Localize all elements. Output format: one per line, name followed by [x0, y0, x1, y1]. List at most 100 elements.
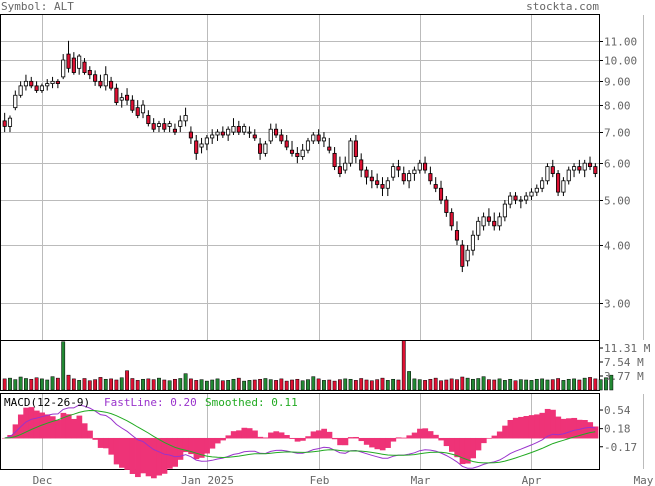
volume-bar	[609, 374, 614, 391]
macd-histogram-bar	[331, 437, 338, 440]
candle-body	[582, 162, 587, 171]
macd-histogram-bar	[534, 414, 540, 439]
macd-histogram-bar	[119, 437, 125, 468]
volume-tick-label: 11.31 M	[604, 342, 651, 355]
candle-body	[481, 216, 486, 227]
macd-histogram-bar	[230, 431, 237, 439]
volume-bar	[162, 379, 167, 391]
volume-bar	[109, 378, 113, 391]
volume-bar	[566, 378, 571, 391]
macd-histogram-bar	[246, 428, 253, 439]
macd-histogram-bar	[81, 423, 88, 439]
candle-body	[524, 195, 529, 201]
macd-histogram-bar	[491, 435, 498, 439]
volume-bar	[460, 376, 465, 391]
macd-histogram-bar	[582, 419, 588, 439]
volume-bar	[66, 374, 71, 391]
price-tick-label: 3.00	[604, 298, 631, 311]
candle-body	[343, 162, 348, 171]
volume-bar	[348, 378, 353, 391]
macd-histogram-bar	[438, 437, 445, 441]
candle-body	[226, 128, 231, 136]
volume-bar	[194, 380, 199, 391]
candle-body	[77, 55, 82, 69]
candle-body	[34, 85, 39, 91]
macd-histogram-bar	[71, 418, 77, 439]
candle-body	[391, 166, 396, 178]
volume-bar	[103, 378, 108, 391]
candle-body	[178, 120, 183, 127]
candle-body	[199, 143, 204, 148]
volume-bar	[380, 377, 385, 391]
candle-body	[305, 140, 311, 151]
candle-body	[513, 195, 518, 201]
candle-body	[119, 97, 124, 101]
volume-bar	[125, 370, 129, 391]
candle-body	[407, 173, 412, 182]
candle-body	[545, 166, 550, 182]
volume-bar	[471, 378, 475, 391]
candle-body	[486, 216, 491, 222]
volume-tick-label: 3.77 M	[604, 370, 644, 383]
macd-histogram-bar	[214, 437, 221, 444]
candle-body	[29, 80, 34, 87]
macd-histogram-bar	[518, 416, 524, 439]
month-label: Apr	[522, 474, 542, 486]
macd-histogram-bar	[182, 437, 189, 453]
volume-bar	[598, 379, 603, 391]
macd-histogram-bar	[140, 437, 147, 474]
macd-histogram-bar	[358, 437, 365, 442]
candle-body	[194, 140, 199, 154]
candle-body	[114, 87, 119, 104]
macd-histogram-bar	[33, 410, 40, 439]
volume-bar	[540, 378, 545, 391]
candle-body	[423, 162, 428, 171]
candle-body	[561, 180, 566, 193]
volume-tick-label: 7.54 M	[604, 356, 644, 369]
volume-bar	[524, 379, 529, 391]
macd-histogram-bar	[193, 437, 200, 460]
candle-body	[268, 128, 273, 142]
volume-bar	[295, 378, 300, 391]
candle-body	[87, 70, 92, 76]
macd-histogram-bar	[544, 408, 551, 439]
candle-body	[71, 57, 76, 73]
volume-bar	[322, 380, 326, 391]
macd-histogram-bar	[65, 414, 72, 439]
volume-bar	[375, 379, 380, 391]
volume-bar	[173, 378, 177, 391]
volume-bar	[34, 377, 39, 391]
volume-bar	[220, 380, 225, 391]
macd-histogram-bar	[560, 418, 567, 439]
candle-body	[39, 85, 44, 91]
candle-body	[263, 143, 268, 154]
volume-bar	[332, 380, 337, 391]
macd-histogram-bar	[433, 434, 439, 439]
candle-body	[327, 146, 332, 151]
volume-bar	[327, 379, 332, 391]
volume-bar	[513, 380, 518, 391]
candle-body	[300, 149, 305, 157]
macd-histogram-bar	[347, 437, 354, 439]
candle-body	[82, 61, 87, 73]
macd-histogram-bar	[566, 418, 572, 439]
volume-bar	[284, 380, 289, 391]
macd-histogram-bar	[273, 431, 280, 439]
volume-bar	[61, 341, 66, 391]
volume-bar	[593, 378, 598, 391]
macd-histogram-bar	[268, 432, 274, 439]
macd-histogram-bar	[502, 425, 508, 439]
macd-histogram-bar	[113, 437, 120, 465]
volume-bar	[306, 379, 310, 391]
macd-histogram-bar	[528, 415, 535, 439]
macd-histogram-bar	[401, 437, 407, 439]
macd-histogram-bar	[422, 428, 429, 439]
volume-bar	[146, 378, 151, 391]
macd-histogram-bar	[379, 437, 386, 451]
volume-bar	[236, 377, 241, 391]
volume-bar	[258, 378, 262, 391]
candle-body	[162, 123, 167, 130]
volume-bar	[204, 380, 209, 391]
volume-bar	[167, 380, 172, 391]
